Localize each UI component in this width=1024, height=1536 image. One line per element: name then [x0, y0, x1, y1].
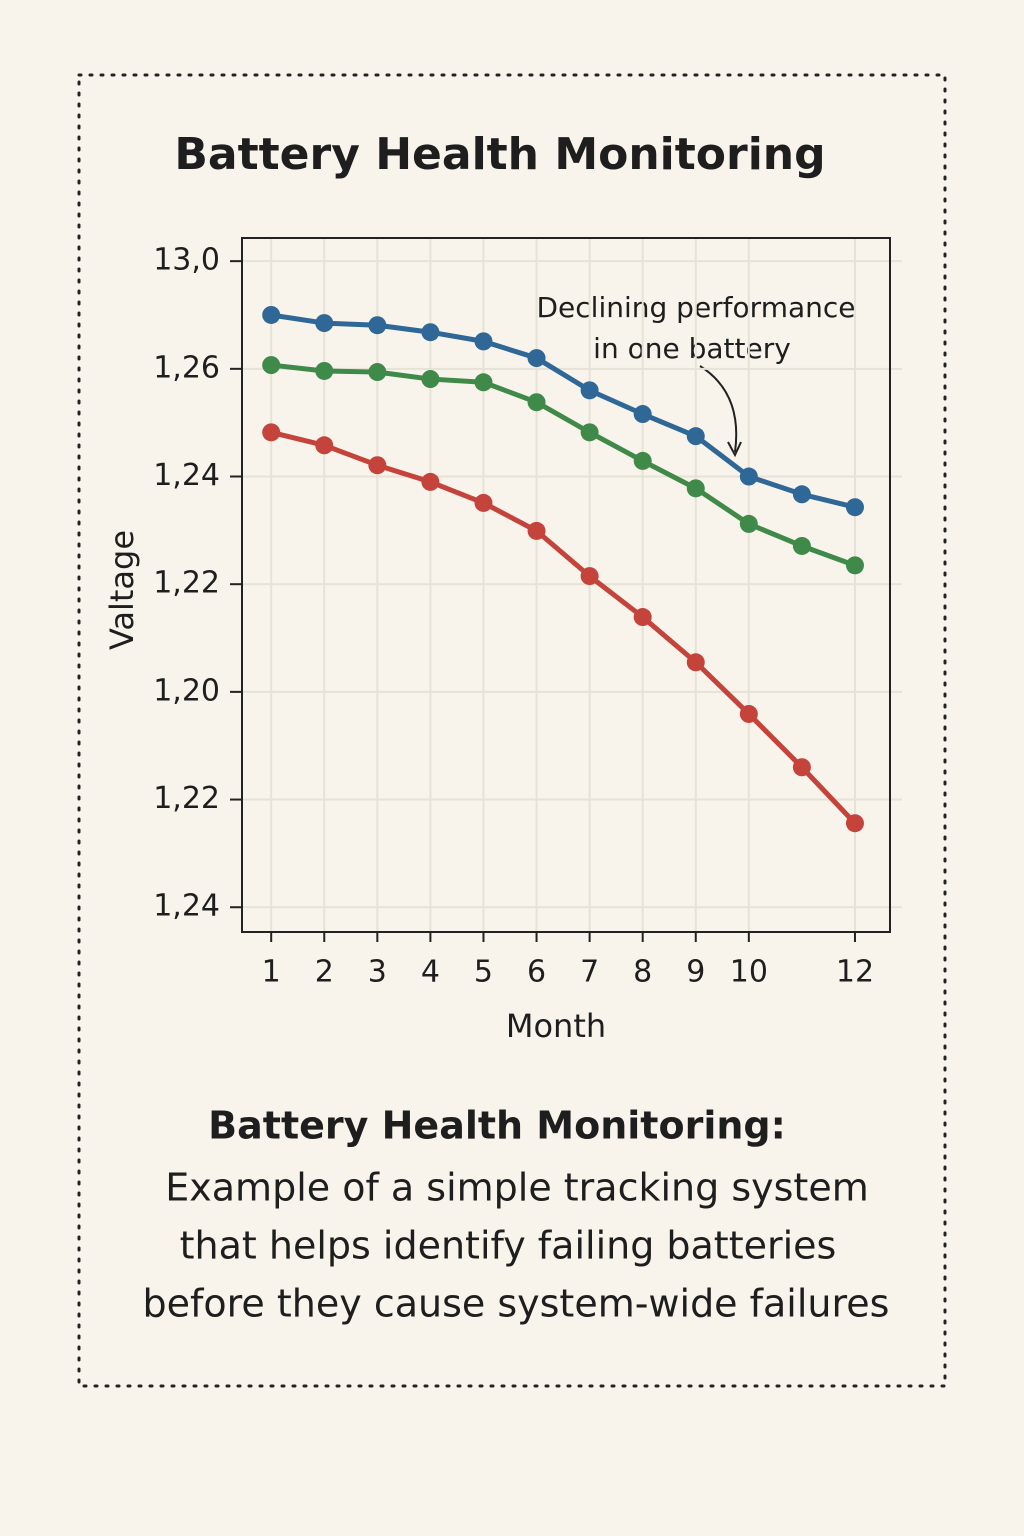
- x-axis-label: Month: [506, 1007, 606, 1045]
- annotation-arrowhead: [727, 441, 742, 458]
- point: [262, 356, 281, 375]
- point: [527, 349, 546, 368]
- point: [421, 472, 440, 491]
- x-tick-label: 5: [474, 955, 493, 990]
- x-tick-label: 6: [527, 955, 546, 990]
- point: [739, 514, 758, 533]
- y-axis-label: Valtage: [103, 530, 141, 650]
- point: [633, 608, 652, 627]
- chart-title: Battery Health Monitoring: [174, 129, 825, 180]
- point: [686, 427, 705, 446]
- x-tick-label: 7: [580, 955, 599, 990]
- point: [686, 479, 705, 498]
- annotation: in one battery: [593, 332, 791, 365]
- caption-line: Example of a simple tracking system: [165, 1166, 868, 1210]
- x-tick-label: 2: [315, 955, 334, 990]
- annotation-arrow: [699, 365, 738, 453]
- point: [686, 653, 705, 672]
- y-tick-label: 1,22: [153, 566, 220, 601]
- point: [474, 493, 493, 512]
- point: [739, 704, 758, 723]
- y-tick-label: 1,20: [153, 673, 220, 708]
- point: [633, 451, 652, 470]
- point: [368, 456, 387, 475]
- point: [262, 305, 281, 324]
- point: [368, 363, 387, 382]
- caption-line: that helps identify failing batteries: [180, 1224, 837, 1268]
- point: [368, 316, 387, 335]
- point: [474, 373, 493, 392]
- y-tick-label: 1,24: [153, 889, 220, 924]
- point: [792, 758, 811, 777]
- point: [580, 423, 599, 442]
- x-tick-label: 4: [421, 955, 440, 990]
- point: [580, 567, 599, 586]
- x-tick-label: 12: [836, 955, 874, 990]
- plot-frame: [241, 237, 891, 933]
- y-tick-label: 13,0: [153, 243, 220, 278]
- point: [315, 314, 334, 333]
- y-tick-label: 1,22: [153, 781, 220, 816]
- x-tick-label: 8: [633, 955, 652, 990]
- point: [474, 332, 493, 351]
- point: [527, 521, 546, 540]
- y-tick-label: 1,26: [153, 350, 220, 385]
- point: [421, 323, 440, 342]
- x-tick-label: 9: [686, 955, 705, 990]
- point: [315, 361, 334, 380]
- line: [270, 429, 857, 825]
- point: [580, 381, 599, 400]
- point: [739, 467, 758, 486]
- point: [792, 536, 811, 555]
- point: [315, 436, 334, 455]
- y-tick-label: 1,24: [153, 458, 220, 493]
- caption-line: before they cause system-wide failures: [143, 1282, 890, 1326]
- x-tick-label: 3: [368, 955, 387, 990]
- x-tick-label: 10: [730, 955, 768, 990]
- point: [262, 423, 281, 442]
- x-tick-label: 1: [262, 955, 281, 990]
- point: [792, 485, 811, 504]
- point: [845, 556, 864, 575]
- point: [845, 498, 864, 517]
- point: [421, 370, 440, 389]
- dotted-frame: [77, 73, 947, 1388]
- caption-title: Battery Health Monitoring:: [208, 1104, 786, 1148]
- point: [845, 814, 864, 833]
- point: [633, 405, 652, 424]
- point: [527, 393, 546, 412]
